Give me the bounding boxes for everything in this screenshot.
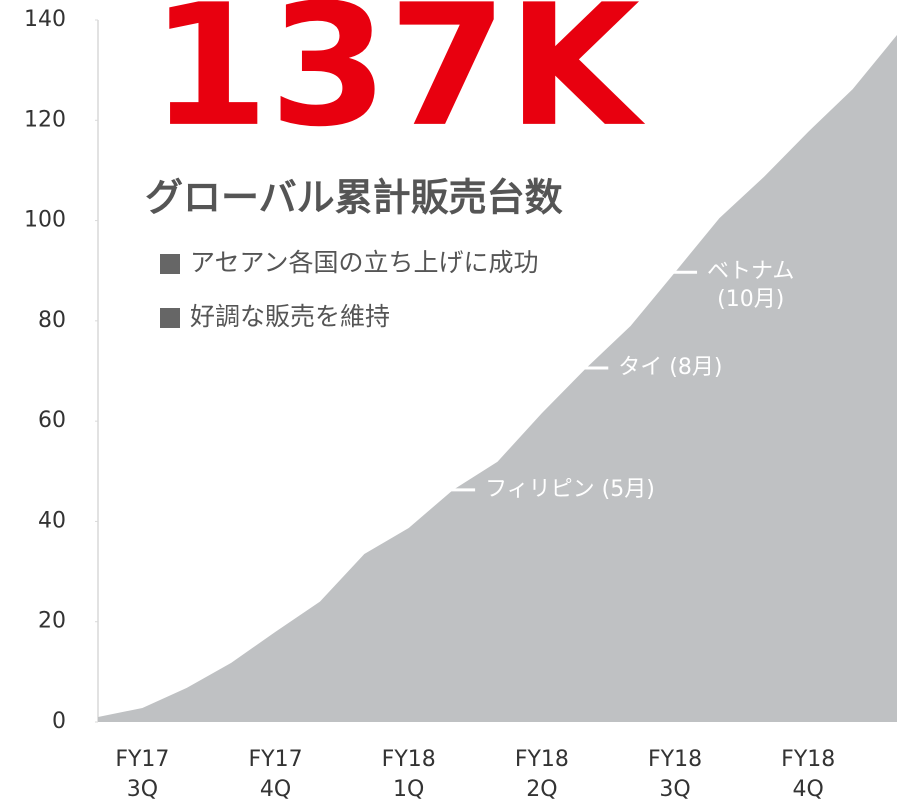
bullet-square [160, 308, 180, 328]
bullet-text: アセアン各国の立ち上げに成功 [190, 248, 539, 277]
y-tick-label: 140 [24, 7, 66, 32]
annotation: タイ (8月) [618, 354, 723, 380]
bullet-square [160, 254, 180, 274]
y-tick-label: 20 [38, 609, 66, 634]
x-tick-label: FY17 3Q [115, 747, 170, 802]
y-tick-label: 0 [52, 709, 66, 734]
subtitle: グローバル累計販売台数 [145, 176, 563, 220]
y-tick-label: 80 [38, 308, 66, 333]
x-tick-label: FY18 4Q [781, 747, 836, 802]
annotation: フィリピン (5月) [485, 476, 655, 502]
x-tick-label: FY18 1Q [381, 747, 436, 802]
x-tick-label: FY18 2Q [514, 747, 569, 802]
annotation: ベトナム (10月) [707, 259, 795, 313]
bullet-text: 好調な販売を維持 [190, 302, 390, 331]
y-tick-label: 120 [24, 107, 66, 132]
area [98, 35, 897, 723]
y-tick-label: 60 [38, 408, 66, 433]
y-tick-label: 100 [24, 208, 66, 233]
headline: 137K [150, 0, 646, 164]
x-tick-label: FY17 4Q [248, 747, 303, 802]
y-tick-label: 40 [38, 508, 66, 533]
x-tick-label: FY18 3Q [648, 747, 703, 802]
